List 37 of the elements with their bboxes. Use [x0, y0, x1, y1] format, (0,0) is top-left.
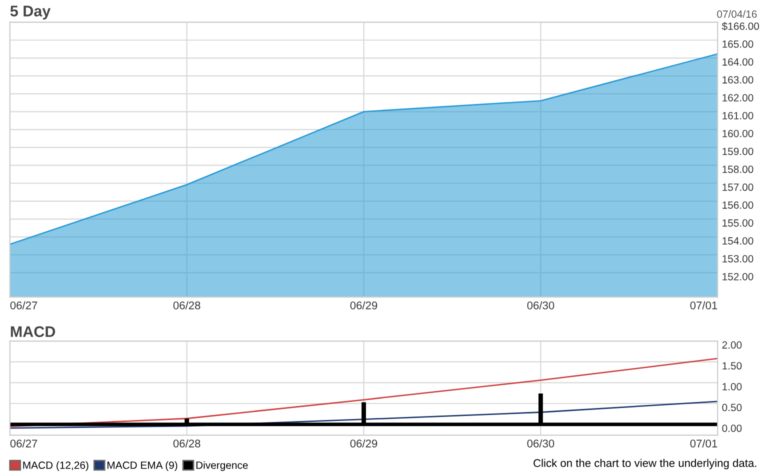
- y-tick-label: 158.00: [722, 166, 754, 174]
- y-tick-label: 161.00: [722, 112, 754, 120]
- x-tick-label: 06/27: [10, 439, 38, 448]
- y-tick-label: 159.00: [722, 148, 754, 156]
- chart-title: MACD: [10, 326, 56, 338]
- y-tick-label: 156.00: [722, 201, 754, 209]
- y-tick-label: 164.00: [722, 58, 754, 66]
- y-tick-label: 160.00: [722, 130, 754, 138]
- x-tick-label: 06/27: [10, 301, 38, 310]
- x-tick-label: 06/30: [527, 301, 554, 310]
- y-tick-label: 165.00: [722, 40, 754, 48]
- y-tick-label: 2.00: [722, 341, 742, 349]
- y-tick-label: 152.00: [722, 272, 754, 280]
- x-tick-label: 06/29: [350, 301, 378, 310]
- chart-title: 5 Day: [10, 6, 51, 20]
- y-tick-label: 157.00: [722, 184, 754, 191]
- legend-label: Divergence: [196, 461, 248, 471]
- x-tick-label: 06/28: [173, 301, 200, 310]
- y-tick-label: 163.00: [722, 76, 754, 84]
- x-tick-label: 07/01: [690, 301, 718, 310]
- y-tick-label: 1.00: [722, 382, 742, 390]
- y-tick-label: 1.50: [722, 362, 742, 370]
- x-tick-label: 06/28: [173, 439, 200, 448]
- x-tick-label: 06/29: [350, 439, 378, 448]
- text: 07/04/16: [717, 10, 757, 18]
- y-tick-label: 153.00: [722, 255, 754, 262]
- y-tick-label: 0.00: [722, 424, 742, 432]
- y-tick-label: 162.00: [722, 94, 754, 102]
- x-tick-label: 06/30: [527, 439, 554, 448]
- y-tick-label: 154.00: [722, 237, 754, 245]
- legend-label: MACD EMA (9): [108, 461, 178, 471]
- text: Click on the chart to view the underlying data.: [534, 458, 756, 470]
- y-tick-label: $166.00: [722, 22, 760, 30]
- y-tick-label: 155.00: [722, 219, 754, 227]
- x-tick-label: 07/01: [690, 439, 718, 448]
- legend-label: MACD (12,26): [23, 461, 88, 471]
- y-tick-label: 0.50: [722, 404, 742, 412]
